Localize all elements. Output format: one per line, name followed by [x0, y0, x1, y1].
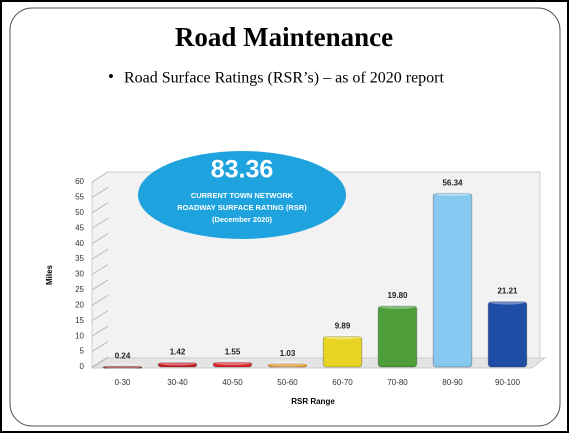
x-axis-label: RSR Range — [291, 397, 335, 406]
y-tick-label: 0 — [80, 362, 85, 371]
value-label: 1.03 — [280, 349, 296, 358]
bar — [157, 362, 198, 368]
y-tick-label: 40 — [75, 239, 84, 248]
y-tick-label: 10 — [75, 331, 84, 340]
x-tick-label: 30-40 — [167, 378, 188, 387]
x-tick-label: 90-100 — [495, 378, 520, 387]
value-label: 56.34 — [442, 178, 463, 187]
grid-line — [91, 294, 109, 306]
grid-line — [91, 264, 109, 275]
grid-line — [91, 356, 109, 368]
callout-text: ROADWAY SURFACE RATING (RSR) — [177, 203, 307, 212]
value-label: 1.42 — [170, 348, 186, 357]
grid-line — [91, 186, 109, 198]
bar-top — [488, 298, 527, 305]
callout — [138, 151, 346, 239]
x-tick-label: 0-30 — [114, 378, 131, 387]
grid-line — [91, 233, 109, 245]
y-tick-label: 20 — [75, 300, 84, 309]
grid-line — [91, 248, 109, 260]
y-tick-label: 5 — [80, 347, 85, 356]
bar-top — [268, 360, 307, 367]
bar — [322, 336, 363, 368]
y-axis-label: Miles — [45, 264, 54, 285]
grid-line — [91, 325, 109, 337]
bullet: • — [108, 67, 114, 86]
y-tick-label: 25 — [75, 285, 84, 294]
bar-top — [158, 359, 197, 366]
y-tick-label: 30 — [75, 270, 84, 279]
bar — [102, 365, 143, 369]
bar-top — [378, 302, 417, 309]
y-tick-label: 35 — [75, 254, 84, 263]
bar-top — [213, 359, 252, 366]
value-label: 19.80 — [387, 291, 408, 300]
value-label: 9.89 — [335, 322, 351, 331]
callout-text: (December 2020) — [212, 215, 273, 224]
y-tick-label: 50 — [75, 208, 84, 217]
y-tick-label: 45 — [75, 223, 84, 232]
y-tick-label: 15 — [75, 316, 84, 325]
grid-line — [91, 171, 109, 183]
bar — [377, 305, 418, 368]
bar-top — [323, 333, 362, 340]
x-tick-label: 50-60 — [277, 378, 298, 387]
y-tick-label: 60 — [75, 177, 84, 186]
subtitle: Road Surface Ratings (RSR’s) – as of 202… — [124, 70, 445, 87]
x-tick-label: 70-80 — [387, 378, 408, 387]
grid-line — [91, 341, 109, 353]
value-label: 21.21 — [497, 287, 518, 296]
y-tick-label: 55 — [75, 193, 84, 202]
x-tick-label: 80-90 — [442, 378, 463, 387]
bar — [267, 363, 308, 368]
bar — [212, 361, 253, 368]
callout-value: 83.36 — [211, 156, 274, 184]
x-tick-label: 60-70 — [332, 378, 353, 387]
callout-text: CURRENT TOWN NETWORK — [191, 191, 294, 200]
value-label: 1.55 — [225, 347, 241, 356]
bar-top — [433, 190, 472, 197]
bar — [432, 192, 473, 368]
grid-line — [91, 202, 109, 214]
grid-line — [91, 217, 109, 229]
x-tick-label: 40-50 — [222, 378, 243, 387]
chart-title: Road Maintenance — [175, 22, 393, 52]
bar-top — [103, 363, 142, 370]
grid-line — [91, 310, 109, 322]
floor — [90, 357, 547, 369]
bar — [487, 301, 528, 368]
value-label: 0.24 — [115, 351, 131, 360]
grid-line — [91, 279, 109, 291]
